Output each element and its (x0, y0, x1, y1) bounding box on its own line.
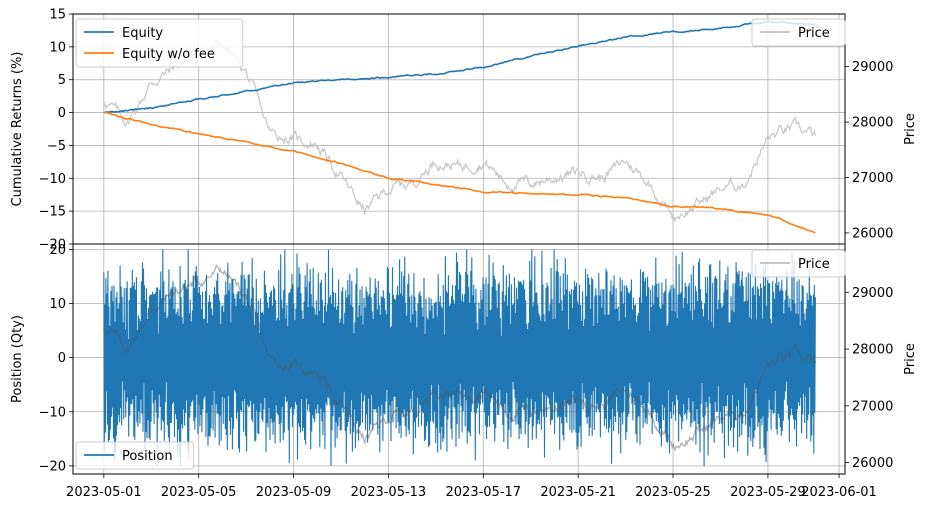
ytick-label: 5 (58, 73, 66, 88)
ytick-label: 0 (58, 106, 66, 121)
xtick-label: 2023-05-25 (635, 485, 711, 500)
xtick-label: 2023-05-21 (540, 485, 616, 500)
ytick-label: −10 (39, 405, 66, 420)
xtick-label: 2023-05-01 (66, 485, 142, 500)
bottom-panel: 20 10 0 −10 −20 29000 28000 27000 26000 2023-05… (10, 243, 918, 500)
bottom-xticks: 2023-05-01 2023-05-05 2023-05-09 2023-05-13… (66, 474, 877, 500)
ytick-label: 15 (49, 8, 66, 23)
ytick-label: 0 (58, 351, 66, 366)
y2tick-label: 29000 (852, 60, 893, 75)
top-right-yticks: 29000 28000 27000 26000 (845, 60, 893, 241)
ytick-label: −10 (39, 172, 66, 187)
legend-label: Price (798, 26, 830, 41)
bottom-ylabel: Position (Qty) (10, 315, 25, 403)
y2tick-label: 27000 (852, 399, 893, 414)
xtick-label: 2023-05-29 (730, 485, 806, 500)
y2tick-label: 27000 (852, 171, 893, 186)
legend-label: Equity (122, 26, 163, 41)
legend-label: Price (798, 257, 830, 272)
y2tick-label: 29000 (852, 286, 893, 301)
ytick-label: −20 (39, 459, 66, 474)
legend-label: Equity w/o fee (122, 47, 215, 62)
bottom-right-yticks: 29000 28000 27000 26000 (845, 286, 893, 471)
legend-label: Position (122, 449, 173, 464)
bottom-secondary-ylabel: Price (903, 343, 918, 375)
top-price-layer (103, 39, 817, 223)
bottom-price-line (103, 263, 817, 453)
ytick-label: 10 (49, 297, 66, 312)
ytick-label: −5 (47, 139, 66, 154)
bottom-axes-frame (72, 243, 846, 475)
y2tick-label: 28000 (852, 116, 893, 131)
top-series-layer (103, 20, 816, 234)
ytick-label: 20 (49, 243, 66, 258)
legend-box (751, 249, 846, 278)
top-panel: 15 10 5 0 −5 −10 −15 −20 29000 28000 27000 26000 C… (10, 8, 918, 253)
xtick-label: 2023-05-13 (351, 485, 427, 500)
bottom-position-layer (103, 249, 816, 466)
legend-box (75, 18, 244, 68)
top-price-line (103, 39, 817, 223)
xtick-label: 2023-06-01 (801, 485, 877, 500)
top-secondary-ylabel: Price (903, 113, 918, 145)
ytick-label: 10 (49, 40, 66, 55)
bottom-legend: Position (75, 441, 195, 470)
xtick-label: 2023-05-05 (161, 485, 237, 500)
xtick-label: 2023-05-09 (256, 485, 332, 500)
bottom-price-layer (103, 263, 817, 453)
top-price-legend: Price (751, 18, 846, 47)
top-legend: Equity Equity w/o fee (75, 18, 244, 68)
xtick-label: 2023-05-17 (446, 485, 522, 500)
bottom-left-yticks: 20 10 0 −10 −20 (39, 243, 73, 474)
legend-box (751, 18, 846, 47)
equity-line (103, 20, 816, 114)
y2tick-label: 26000 (852, 226, 893, 241)
ytick-label: −15 (39, 205, 66, 220)
equity-wo-fee-line (103, 111, 816, 234)
ytick-label: −20 (39, 238, 66, 253)
top-left-yticks: 15 10 5 0 −5 −10 −15 −20 (39, 8, 73, 253)
position-line (103, 249, 816, 466)
y2tick-label: 28000 (852, 343, 893, 358)
top-ylabel: Cumulative Returns (%) (10, 52, 25, 207)
legend-box (75, 441, 195, 470)
bottom-price-legend: Price (751, 249, 846, 278)
y2tick-label: 26000 (852, 456, 893, 471)
